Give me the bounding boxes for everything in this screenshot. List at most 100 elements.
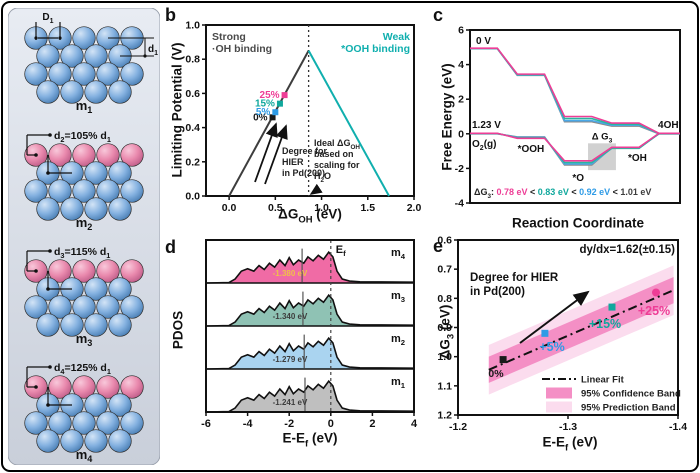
atom-sphere-blue	[108, 197, 132, 221]
d-dos-line-3	[205, 379, 415, 413]
e-x-tick: -1.4	[669, 421, 687, 433]
atom-sphere-blue	[72, 26, 96, 50]
model-label: m2	[76, 215, 93, 232]
d-model-label: m2	[391, 333, 405, 347]
atom-sphere-blue	[120, 411, 144, 435]
atom-sphere-blue	[72, 411, 96, 435]
atom-sphere-blue	[84, 429, 108, 453]
e-slope-label: dy/dx=1.62(±0.15)	[580, 244, 676, 256]
b-degree-arrow	[254, 122, 278, 183]
e-y-tick: 1.0	[437, 351, 452, 363]
d-x-tick: 4	[411, 418, 418, 430]
atom-sphere-blue	[96, 62, 120, 86]
b-ideal-label: Ideal ΔGOH	[314, 138, 360, 151]
b-point-label: 25%	[260, 90, 280, 101]
atom-sphere-blue	[120, 62, 144, 86]
atom-sphere-pink	[72, 259, 96, 283]
e-degree-arrow	[519, 290, 590, 344]
e-xlabel: E-Ef (eV)	[542, 434, 598, 454]
atom-sphere-pink	[120, 143, 144, 167]
atom-sphere-blue	[108, 277, 132, 301]
b-ideal-arrow	[309, 183, 323, 195]
atom-sphere-pink	[48, 143, 72, 167]
atom-sphere-blue	[96, 411, 120, 435]
atom-sphere-blue	[60, 429, 84, 453]
e-y-tick: 1.1	[437, 380, 452, 392]
c-y-tick: -2	[455, 163, 464, 175]
d-band-center-value: -1.380 eV	[273, 269, 308, 278]
atom-sphere-blue	[24, 62, 48, 86]
d-spacing-annotation: d1	[148, 44, 158, 57]
panel-b-letter: b	[165, 5, 176, 25]
e-data-point-+5%	[541, 329, 549, 337]
c-1.23V-label: 1.23 V	[472, 120, 501, 131]
b-point-label: 5%	[256, 107, 271, 118]
d-xlabel: E-Ef (eV)	[282, 430, 338, 450]
atom-sphere-blue	[72, 179, 96, 203]
c-curve-1.23V-m4	[470, 132, 680, 162]
model-label: m4	[76, 447, 94, 464]
e-legend-swatch-prediction	[546, 401, 572, 413]
d-dos-line-2	[205, 336, 415, 370]
b-data-point-15%	[276, 100, 283, 107]
b-x-tick: 0.5	[268, 202, 283, 214]
d-band-center-value: -1.340 eV	[273, 312, 308, 321]
b-y-tick: 0.2	[185, 156, 200, 168]
atom-sphere-blue	[108, 429, 132, 453]
c-y-tick: 6	[458, 25, 464, 37]
b-data-point-0%	[269, 114, 276, 121]
b-data-point-25%	[281, 92, 288, 99]
model-label: m1	[76, 98, 93, 115]
atom-sphere-blue	[108, 313, 132, 337]
b-y-tick: 0.8	[185, 54, 200, 66]
e-data-point-+15%	[608, 303, 616, 311]
atom-sphere-pink	[120, 375, 144, 399]
panel-e-scaling-chart: Degree for HIER in Pd(200) dy/dx=1.62(±0.1…	[437, 235, 687, 433]
atom-sphere-blue	[60, 197, 84, 221]
d-spacing-annotation: d4=125% d1	[54, 362, 111, 376]
c-curve-1.23V-m3	[470, 132, 680, 164]
atom-sphere-blue	[84, 393, 108, 417]
atom-sphere-pink	[96, 259, 120, 283]
c-y-tick: 4	[458, 59, 464, 71]
e-point-label: 0%	[488, 368, 504, 380]
atom-sphere-blue	[60, 80, 84, 104]
panel-d-letter: d	[165, 237, 176, 257]
b-x-tick: 0.0	[222, 202, 237, 214]
e-point-label: +25%	[638, 304, 670, 318]
b-degree-arrow	[264, 124, 288, 185]
atom-sphere-blue	[84, 277, 108, 301]
panel-c-letter: c	[433, 5, 444, 25]
atom-sphere-blue	[24, 295, 48, 319]
atom-sphere-blue	[48, 179, 72, 203]
d-fermi-label: Ef	[336, 244, 346, 258]
d-dos-line-1	[205, 293, 415, 327]
atom-sphere-blue	[84, 80, 108, 104]
c-dg3-values: ΔG3: 0.78 eV < 0.83 eV < 0.92 eV < 1.01 …	[474, 187, 651, 200]
b-point-label: 15%	[255, 99, 275, 110]
e-legend-label: 95% Confidence Band	[581, 389, 681, 400]
b-data-point-5%	[272, 109, 279, 116]
atom-sphere-blue	[96, 295, 120, 319]
atom-sphere-blue	[36, 80, 60, 104]
d-model-label: m4	[391, 247, 406, 261]
c-y-tick: 2	[458, 94, 464, 106]
b-strong-binding-label: ·OH binding	[212, 43, 272, 55]
e-x-tick: -1.2	[449, 421, 467, 433]
d-band-center-value: -1.241 eV	[273, 398, 308, 407]
e-point-label: +15%	[589, 317, 621, 331]
b-ideal-label: H2O	[314, 171, 331, 184]
c-curve-1.23V-m2	[470, 132, 680, 165]
b-weak-binding-label: Weak	[383, 31, 410, 43]
c-species-label: O2(g)	[472, 139, 496, 152]
d-x-tick: -4	[243, 418, 254, 430]
atom-sphere-blue	[36, 429, 60, 453]
atom-sphere-blue	[48, 295, 72, 319]
e-degree-label: in Pd(200)	[470, 286, 525, 298]
d-x-tick: -2	[284, 418, 294, 430]
b-strong-binding-label: Strong	[212, 31, 246, 43]
atom-sphere-blue	[36, 44, 60, 68]
e-y-tick: 0.9	[437, 322, 452, 334]
atom-sphere-blue	[60, 44, 84, 68]
